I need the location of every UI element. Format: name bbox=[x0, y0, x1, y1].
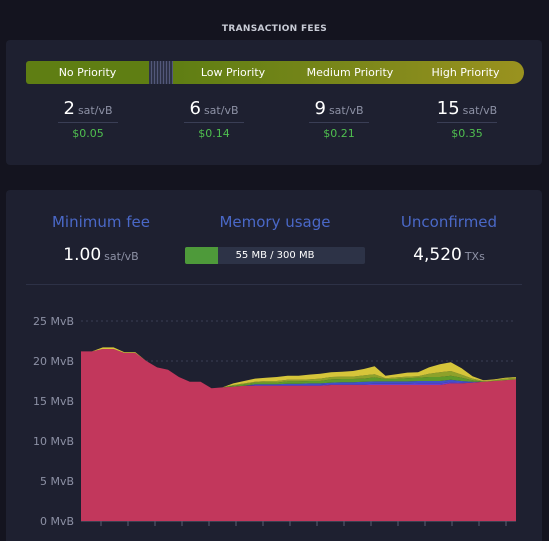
area-series-green bbox=[81, 349, 516, 389]
y-tick-label: 5 MvB bbox=[40, 475, 74, 488]
memory-usage-label: Memory usage bbox=[219, 213, 331, 231]
priority-bar[interactable]: Low Priority Medium Priority High Priori… bbox=[173, 61, 524, 84]
area-series-yellow bbox=[81, 347, 516, 389]
medium-priority-label: Medium Priority bbox=[306, 66, 394, 79]
fee-value: 9 bbox=[314, 98, 326, 119]
fee-value: 2 bbox=[63, 98, 75, 119]
unconfirmed-unit: TXs bbox=[464, 250, 485, 263]
low-priority-label: Low Priority bbox=[200, 66, 266, 79]
no-priority-estimate: 2 sat/vB $0.05 bbox=[28, 98, 148, 140]
unconfirmed-value: 4,520 TXs bbox=[374, 245, 524, 265]
fee-usd: $0.21 bbox=[323, 127, 355, 140]
high-priority-estimate: 15 sat/vB $0.35 bbox=[407, 98, 527, 140]
memory-usage-bar: 55 MB / 300 MB bbox=[185, 247, 365, 264]
minimum-fee-unit: sat/vB bbox=[104, 250, 139, 263]
no-priority-segment[interactable]: No Priority bbox=[26, 61, 149, 84]
y-tick-label: 10 MvB bbox=[33, 435, 74, 448]
fee-divider bbox=[437, 122, 497, 123]
memory-usage-text: 55 MB / 300 MB bbox=[235, 250, 315, 261]
fee-usd: $0.35 bbox=[451, 127, 483, 140]
fee-unit: sat/vB bbox=[462, 104, 498, 117]
y-tick-label: 25 MvB bbox=[33, 315, 74, 328]
area-series-base bbox=[81, 349, 516, 521]
fee-divider bbox=[309, 122, 369, 123]
area-series-olive bbox=[81, 349, 516, 389]
fees-card: No Priority Low Priority Medium Priority… bbox=[6, 40, 542, 165]
high-priority-label: High Priority bbox=[431, 66, 500, 79]
stats-divider bbox=[26, 284, 522, 285]
transaction-fees-title: TRANSACTION FEES bbox=[221, 24, 328, 34]
mempool-stats-card: Minimum fee Memory usage Unconfirmed 1.0… bbox=[6, 190, 542, 541]
y-tick-label: 0 MvB bbox=[40, 515, 74, 528]
minimum-fee-value: 1.00 sat/vB bbox=[26, 245, 176, 265]
y-tick-label: 20 MvB bbox=[33, 355, 74, 368]
medium-priority-estimate: 9 sat/vB $0.21 bbox=[279, 98, 399, 140]
fee-usd: $0.05 bbox=[72, 127, 104, 140]
fee-unit: sat/vB bbox=[203, 104, 239, 117]
low-priority-estimate: 6 sat/vB $0.14 bbox=[154, 98, 274, 140]
fee-divider bbox=[184, 122, 244, 123]
mempool-chart: 25 MvB 20 MvB 15 MvB 10 MvB 5 MvB 0 MvB bbox=[33, 315, 516, 528]
fee-usd: $0.14 bbox=[198, 127, 230, 140]
no-priority-label: No Priority bbox=[58, 66, 117, 79]
y-tick-label: 15 MvB bbox=[33, 395, 74, 408]
fee-value: 6 bbox=[189, 98, 201, 119]
unconfirmed-label: Unconfirmed bbox=[400, 213, 498, 231]
priority-bar-divider bbox=[149, 61, 173, 84]
memory-usage-fill bbox=[185, 247, 218, 264]
unconfirmed-number: 4,520 bbox=[413, 245, 462, 265]
minimum-fee-number: 1.00 bbox=[63, 245, 102, 265]
fee-unit: sat/vB bbox=[77, 104, 113, 117]
fee-divider bbox=[58, 122, 118, 123]
minimum-fee-label: Minimum fee bbox=[51, 213, 151, 231]
fee-unit: sat/vB bbox=[328, 104, 364, 117]
fee-value: 15 bbox=[436, 98, 460, 119]
